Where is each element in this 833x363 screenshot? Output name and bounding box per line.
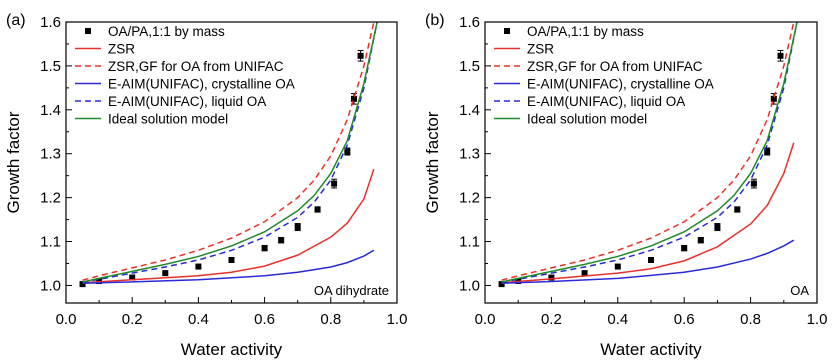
data-point (498, 281, 505, 288)
x-tick-label: 0.0 (475, 311, 496, 328)
data-point (195, 263, 202, 270)
x-tick-label: 0.8 (320, 311, 341, 328)
data-point (734, 206, 741, 213)
data-point (714, 224, 721, 231)
y-tick-label: 1.4 (459, 102, 480, 119)
y-tick-label: 1.0 (459, 277, 480, 294)
data-point (278, 237, 285, 244)
data-point (350, 95, 357, 102)
data-point (344, 148, 351, 155)
x-tick-label: 0.4 (607, 311, 628, 328)
legend-entry-5: Ideal solution model (108, 112, 228, 127)
data-point (777, 52, 784, 59)
y-tick-label: 1.5 (459, 58, 480, 75)
x-tick-label: 0.2 (541, 311, 562, 328)
x-tick-label: 0.8 (740, 311, 761, 328)
x-axis-label: Water activity (600, 340, 702, 359)
series-points-0 (79, 50, 364, 288)
y-tick-label: 1.0 (40, 277, 61, 294)
data-point (697, 237, 704, 244)
panel-label: (b) (425, 12, 445, 29)
legend-swatch-0 (85, 28, 91, 34)
y-tick-label: 1.1 (459, 234, 480, 251)
x-tick-label: 1.0 (387, 311, 408, 328)
series-line-4 (501, 22, 798, 284)
panel-annotation: OA (790, 283, 809, 298)
data-point (294, 224, 301, 231)
data-point (228, 256, 235, 263)
y-tick-label: 1.2 (40, 190, 61, 207)
data-point (548, 274, 555, 281)
legend-entry-5: Ideal solution model (527, 112, 647, 127)
x-tick-label: 0.6 (254, 311, 275, 328)
y-tick-label: 1.2 (459, 190, 480, 207)
data-point (129, 274, 136, 281)
panel-label: (a) (6, 12, 26, 29)
x-axis-label: Water activity (181, 340, 283, 359)
series-line-5 (501, 22, 798, 283)
panel-annotation: OA dihydrate (314, 283, 389, 298)
series-line-5 (82, 22, 378, 283)
x-tick-label: 0.0 (56, 311, 77, 328)
legend: OA/PA,1:1 by mass ZSR ZSR,GF for OA from U… (75, 24, 295, 127)
data-point (764, 148, 771, 155)
y-tick-label: 1.6 (40, 14, 61, 31)
series-line-2 (501, 22, 795, 281)
panel-a: 0.0 0.2 0.4 0.6 0.8 1.0 1.0 1.1 1.2 1.3 1.4 1.5 1.6 W… (4, 12, 407, 359)
legend-entry-2: ZSR,GF for OA from UNIFAC (527, 59, 703, 74)
data-point (331, 180, 338, 187)
legend-entry-3: E-AIM(UNIFAC), crystalline OA (527, 77, 714, 92)
data-point (162, 270, 169, 277)
data-point (770, 95, 777, 102)
y-tick-label: 1.6 (459, 14, 480, 31)
legend-entry-2: ZSR,GF for OA from UNIFAC (108, 59, 284, 74)
legend-entry-1: ZSR (527, 42, 554, 57)
y-tick-label: 1.3 (40, 146, 61, 163)
x-tick-label: 1.0 (807, 311, 828, 328)
legend-entry-3: E-AIM(UNIFAC), crystalline OA (108, 77, 295, 92)
series-line-2 (82, 22, 375, 281)
legend: OA/PA,1:1 by mass ZSR ZSR,GF for OA from U… (494, 24, 714, 127)
data-point (79, 281, 86, 288)
legend-swatch-0 (504, 28, 510, 34)
y-tick-label: 1.1 (40, 234, 61, 251)
y-tick-label: 1.5 (40, 58, 61, 75)
x-tick-label: 0.6 (674, 311, 695, 328)
x-tick-label: 0.4 (188, 311, 209, 328)
y-axis-label: Growth factor (423, 111, 442, 213)
panel-b: 0.0 0.2 0.4 0.6 0.8 1.0 1.0 1.1 1.2 1.3 1.4 1.5 1.6 W… (423, 12, 827, 359)
series-line-1 (82, 168, 375, 284)
data-point (314, 206, 321, 213)
y-tick-label: 1.3 (459, 146, 480, 163)
y-tick-label: 1.4 (40, 102, 61, 119)
legend-entry-4: E-AIM(UNIFAC), liquid OA (108, 94, 266, 109)
legend-entry-0: OA/PA,1:1 by mass (108, 24, 225, 39)
series-line-3 (82, 249, 375, 284)
series-line-1 (501, 142, 795, 284)
data-point (261, 245, 268, 252)
data-point (357, 52, 364, 59)
series-line-4 (82, 22, 378, 284)
legend-entry-0: OA/PA,1:1 by mass (527, 24, 644, 39)
data-point (614, 263, 621, 270)
y-axis-label: Growth factor (4, 111, 23, 213)
series-line-3 (501, 239, 795, 284)
data-point (681, 245, 688, 252)
x-tick-label: 0.2 (122, 311, 143, 328)
legend-entry-4: E-AIM(UNIFAC), liquid OA (527, 94, 685, 109)
legend-entry-1: ZSR (108, 42, 135, 57)
data-point (581, 270, 588, 277)
data-point (750, 180, 757, 187)
data-point (648, 256, 654, 263)
